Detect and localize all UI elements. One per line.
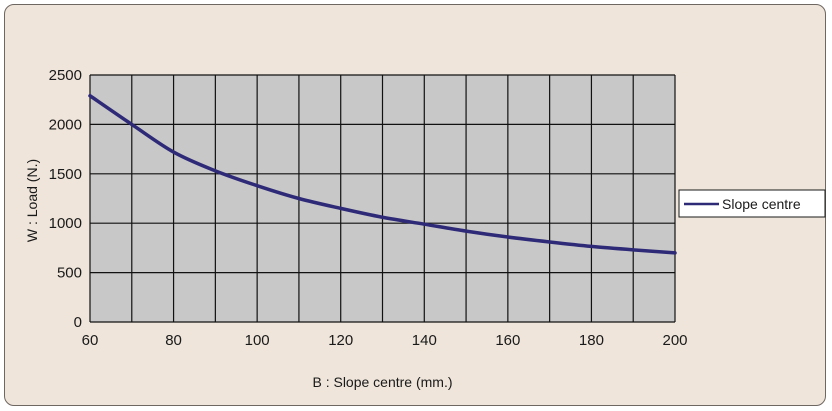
y-tick-label: 1000 bbox=[49, 215, 82, 232]
y-tick-label: 0 bbox=[74, 314, 82, 331]
series-lines bbox=[88, 93, 677, 255]
legend-label-slope-centre: Slope centre bbox=[722, 196, 801, 212]
x-tick-label: 200 bbox=[662, 332, 687, 349]
x-axis-title: B : Slope centre (mm.) bbox=[312, 374, 452, 390]
x-tick-label: 180 bbox=[579, 332, 604, 349]
x-tick-label: 100 bbox=[245, 332, 270, 349]
x-tick-label: 140 bbox=[412, 332, 437, 349]
y-tick-label: 500 bbox=[57, 265, 82, 282]
x-tick-labels: 60 80 100 120 140 160 180 200 bbox=[82, 332, 688, 349]
y-tick-label: 1500 bbox=[49, 166, 82, 183]
x-tick-label: 120 bbox=[328, 332, 353, 349]
x-tick-label: 160 bbox=[495, 332, 520, 349]
y-axis-title: W : Load (N.) bbox=[24, 159, 40, 242]
x-tick-label: 60 bbox=[82, 332, 99, 349]
grid-lines bbox=[89, 74, 676, 323]
x-tick-label: 80 bbox=[165, 332, 182, 349]
y-tick-labels: 0 500 1000 1500 2000 2500 bbox=[49, 67, 82, 331]
y-tick-label: 2500 bbox=[49, 67, 82, 84]
legend: Slope centre bbox=[678, 189, 826, 218]
y-tick-label: 2000 bbox=[49, 116, 82, 133]
series-line-slope-centre bbox=[88, 93, 677, 255]
